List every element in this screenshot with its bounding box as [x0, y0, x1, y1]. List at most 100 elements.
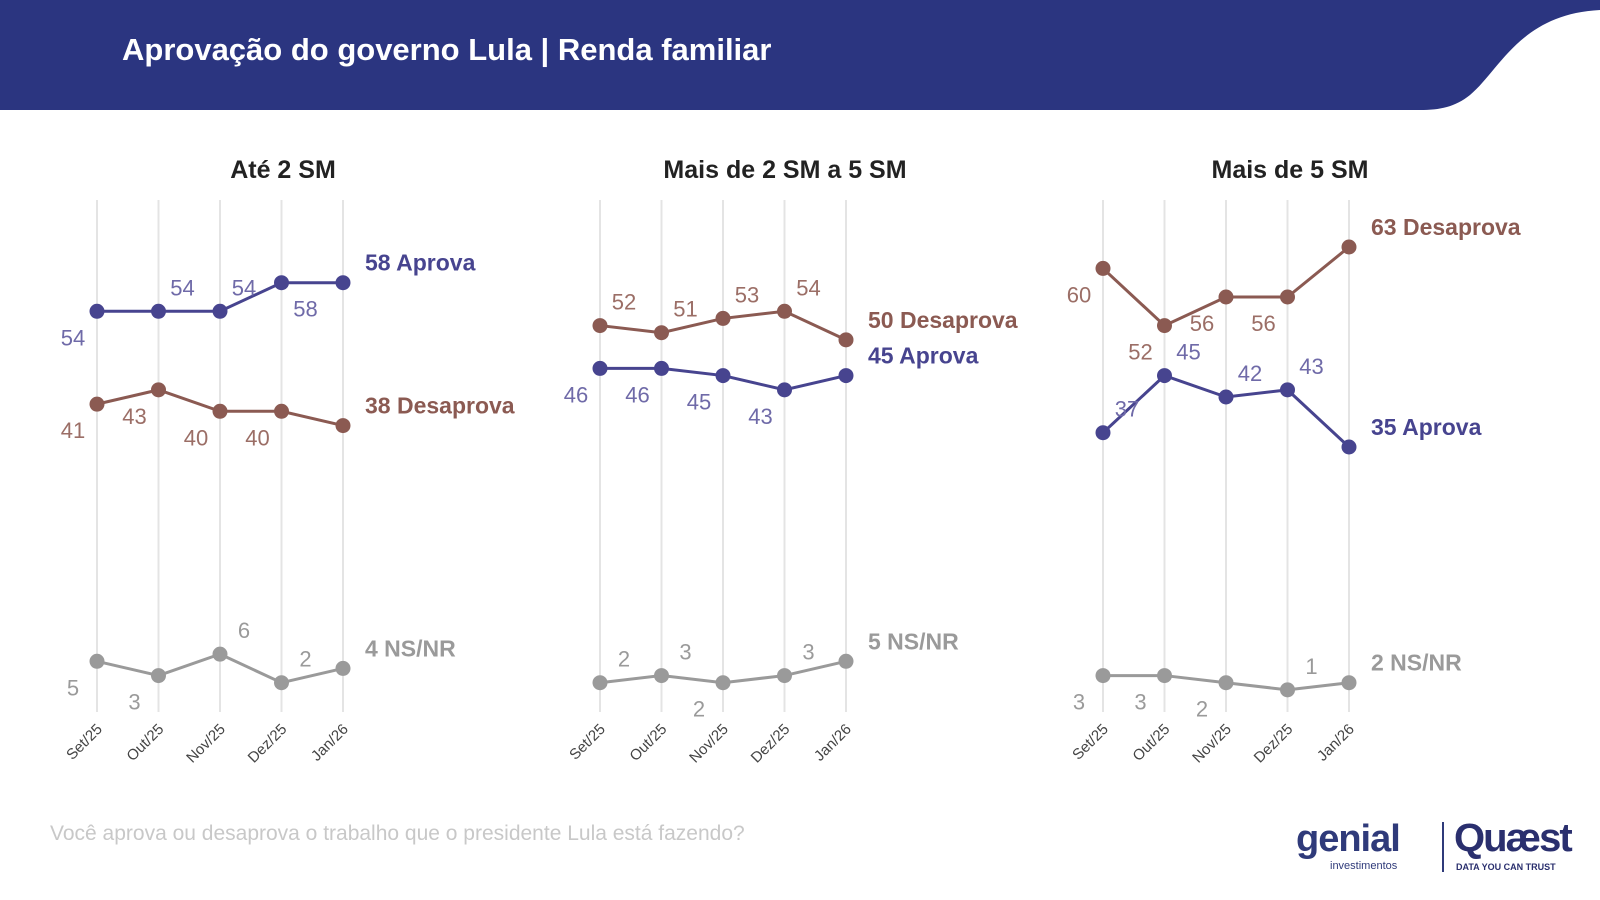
data-point — [1280, 289, 1295, 305]
data-point — [1341, 439, 1357, 455]
data-point — [838, 653, 854, 669]
data-point — [1341, 239, 1357, 255]
x-tick-label: Out/25 — [626, 721, 670, 765]
chart-title: Mais de 2 SM a 5 SM — [663, 156, 906, 184]
data-label: 1 — [1305, 654, 1317, 679]
data-point — [335, 660, 351, 676]
logo-divider — [1442, 822, 1444, 872]
data-label: 3 — [128, 690, 140, 715]
x-tick-label: Nov/25 — [1189, 721, 1235, 767]
data-label: 2 — [693, 697, 705, 722]
x-tick-label: Dez/25 — [1251, 721, 1297, 767]
data-label: 51 — [673, 297, 697, 322]
data-label: 5 — [67, 675, 79, 700]
data-point — [89, 303, 105, 319]
series-end-label: 4 NS/NR — [365, 635, 456, 661]
data-label: 54 — [796, 275, 820, 300]
data-label: 54 — [61, 325, 85, 350]
data-label: 40 — [245, 425, 269, 450]
data-point — [274, 275, 289, 291]
data-point — [1280, 682, 1295, 698]
data-label: 58 — [293, 297, 317, 322]
chart-title: Mais de 5 SM — [1212, 156, 1369, 184]
x-tick-label: Set/25 — [1069, 721, 1112, 764]
data-point — [151, 668, 166, 684]
data-point — [274, 403, 289, 419]
logos: genial investimentos Quæst DATA YOU CAN … — [1290, 816, 1590, 888]
data-point — [212, 646, 228, 662]
header-background — [0, 0, 1600, 110]
data-label: 2 — [618, 647, 630, 672]
data-label: 46 — [564, 382, 588, 407]
data-label: 43 — [748, 404, 772, 429]
data-label: 52 — [1128, 340, 1152, 365]
x-tick-label: Jan/26 — [308, 721, 352, 765]
data-point — [1341, 675, 1357, 691]
genial-logo-subtitle: investimentos — [1330, 860, 1398, 872]
data-point — [1280, 382, 1295, 398]
data-label: 40 — [184, 425, 208, 450]
data-point — [592, 675, 608, 691]
data-point — [777, 668, 792, 684]
data-point — [335, 418, 351, 434]
quaest-logo: Quæst — [1454, 816, 1573, 860]
quaest-logo-subtitle: DATA YOU CAN TRUST — [1456, 862, 1556, 872]
data-point — [212, 303, 228, 319]
series-end-label: 2 NS/NR — [1371, 650, 1462, 676]
x-tick-label: Dez/25 — [748, 721, 794, 767]
genial-logo: genial — [1296, 818, 1401, 860]
data-point — [715, 675, 731, 691]
data-label: 6 — [238, 618, 250, 643]
series-end-label: 38 Desaprova — [365, 393, 515, 419]
data-point — [274, 675, 289, 691]
x-tick-label: Jan/26 — [811, 721, 855, 765]
data-point — [1157, 368, 1172, 384]
charts-area: Até 2 SM 54 54 54 58 58 Aprova 41 43 40 40 38 Desa… — [61, 156, 1521, 767]
series-end-label: 5 NS/NR — [868, 628, 959, 654]
page-title: Aprovação do governo Lula | Renda famili… — [122, 32, 772, 67]
data-point — [1218, 289, 1234, 305]
series-end-label: 45 Aprova — [868, 343, 979, 369]
data-label: 53 — [735, 282, 759, 307]
data-point — [1095, 425, 1111, 441]
x-tick-label: Out/25 — [1129, 721, 1173, 765]
x-tick-label: Set/25 — [63, 721, 106, 764]
chart-panel-1: Até 2 SM 54 54 54 58 58 Aprova 41 43 40 40 38 Desa… — [61, 156, 515, 766]
header-banner: Aprovação do governo Lula | Renda famili… — [0, 0, 1600, 112]
data-point — [1095, 668, 1111, 684]
data-label: 3 — [679, 640, 691, 665]
series-end-label: 63 Desaprova — [1371, 214, 1521, 240]
data-point — [1157, 668, 1172, 684]
data-point — [654, 360, 669, 376]
data-point — [335, 275, 351, 291]
data-point — [777, 382, 792, 398]
chart-panel-3: Mais de 5 SM 37 45 42 43 35 Aprova 60 52 56 56 63 … — [1067, 156, 1521, 766]
data-label: 2 — [299, 647, 311, 672]
x-tick-label: Set/25 — [566, 721, 609, 764]
data-label: 46 — [625, 382, 649, 407]
survey-question: Você aprova ou desaprova o trabalho que … — [50, 822, 745, 845]
data-label: 3 — [1073, 690, 1085, 715]
x-tick-label: Nov/25 — [183, 721, 229, 767]
data-label: 41 — [61, 418, 85, 443]
data-label: 56 — [1251, 311, 1275, 336]
data-point — [1218, 389, 1234, 405]
x-tick-label: Nov/25 — [686, 721, 732, 767]
series-end-label: 50 Desaprova — [868, 307, 1018, 333]
data-point — [212, 403, 228, 419]
data-label: 2 — [1196, 697, 1208, 722]
data-label: 3 — [802, 640, 814, 665]
data-point — [715, 310, 731, 326]
data-point — [838, 368, 854, 384]
x-tick-label: Jan/26 — [1314, 721, 1358, 765]
data-label: 54 — [232, 275, 256, 300]
data-label: 37 — [1115, 397, 1139, 422]
data-point — [1095, 260, 1111, 276]
data-label: 52 — [612, 290, 636, 315]
data-point — [654, 668, 669, 684]
data-point — [777, 303, 792, 319]
x-tick-label: Out/25 — [123, 721, 167, 765]
data-label: 45 — [1176, 340, 1200, 365]
data-point — [1157, 318, 1172, 334]
data-point — [1218, 675, 1234, 691]
